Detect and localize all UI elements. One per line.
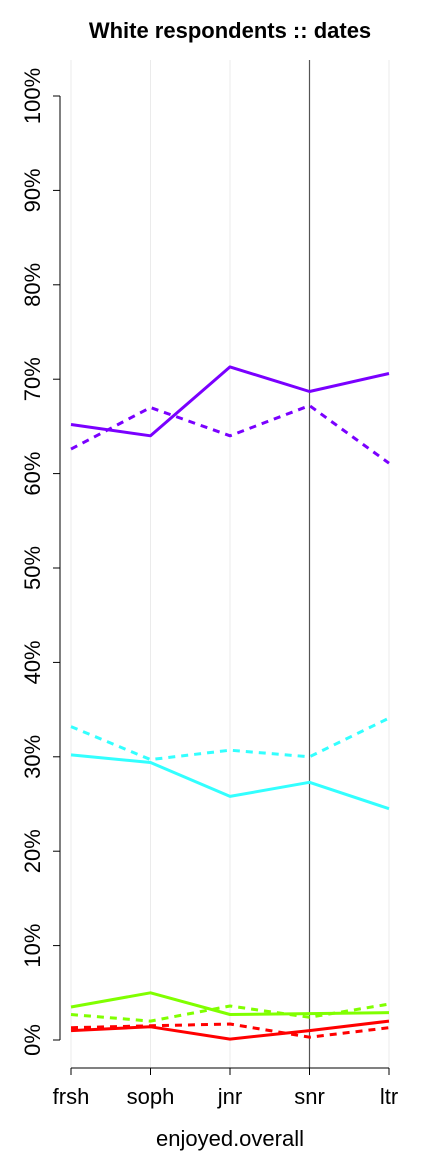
y-tick-label: 0% [20, 1024, 45, 1056]
series-line-5 [70, 991, 390, 1016]
y-tick-labels: 0% 10% 20% 30% 40% 50% 60% 70% 80% 90% 100% [20, 68, 45, 1056]
grid-layer [70, 60, 390, 1068]
series-line-4 [70, 716, 390, 762]
x-tick-label: snr [294, 1084, 325, 1109]
x-tick-labels: frsh soph jnr snr ltr [53, 1084, 399, 1109]
series-layer [70, 365, 390, 1041]
y-tick-label: 100% [20, 68, 45, 124]
x-tick-label: frsh [53, 1084, 90, 1109]
series-line-8 [70, 1022, 390, 1039]
series-line-6 [70, 1002, 390, 1023]
y-tick-label: 20% [20, 829, 45, 873]
axes-layer [53, 95, 390, 1075]
series-line-2 [70, 404, 390, 465]
y-tick-label: 50% [20, 546, 45, 590]
y-tick-label: 30% [20, 735, 45, 779]
x-axis-label: enjoyed.overall [156, 1126, 304, 1151]
y-tick-label: 80% [20, 263, 45, 307]
x-tick-label: ltr [380, 1084, 398, 1109]
y-tick-label: 60% [20, 452, 45, 496]
series-line-3 [70, 753, 390, 811]
chart-title: White respondents :: dates [89, 18, 371, 43]
y-tick-label: 10% [20, 924, 45, 968]
x-tick-label: jnr [217, 1084, 242, 1109]
x-tick-label: soph [127, 1084, 175, 1109]
y-tick-label: 90% [20, 168, 45, 212]
y-tick-label: 70% [20, 357, 45, 401]
y-tick-label: 40% [20, 640, 45, 684]
series-line-1 [70, 365, 390, 438]
series-line-7 [70, 1019, 390, 1041]
